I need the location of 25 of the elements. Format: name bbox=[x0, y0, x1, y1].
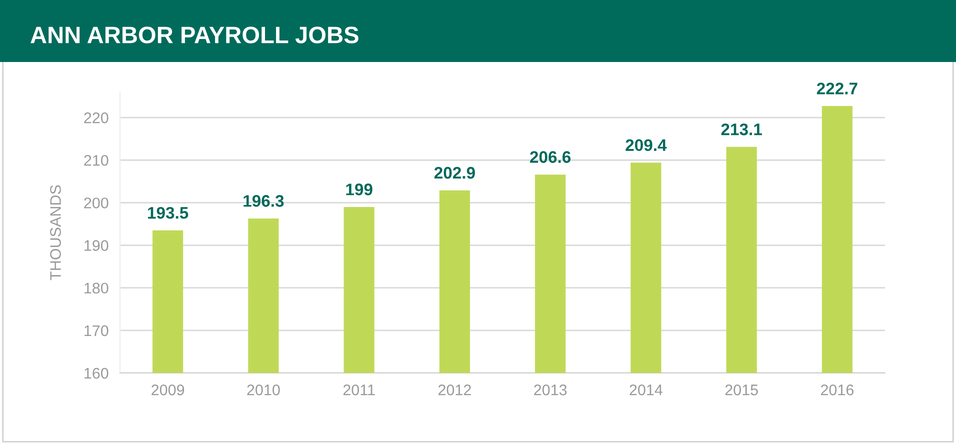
data-label: 196.3 bbox=[244, 195, 284, 207]
x-tick-label: 2011 bbox=[343, 384, 375, 396]
x-tick-label: 2014 bbox=[630, 384, 662, 396]
y-tick-label: 220 bbox=[84, 112, 108, 124]
data-label: 222.7 bbox=[816, 82, 858, 94]
data-label: 202.9 bbox=[434, 166, 475, 179]
x-tick-label: 2009 bbox=[152, 384, 184, 396]
data-label: 209.4 bbox=[626, 139, 667, 152]
x-tick-label: 2012 bbox=[438, 384, 471, 396]
y-tick-label: 160 bbox=[84, 368, 108, 379]
y-tick-label: 190 bbox=[84, 240, 108, 251]
y-tick-label: 180 bbox=[84, 282, 108, 294]
chart-title: ANN ARBOR PAYROLL JOBS bbox=[30, 26, 358, 44]
y-tick-label: 210 bbox=[84, 154, 108, 166]
y-tick-label: 170 bbox=[84, 325, 108, 336]
data-label: 199 bbox=[346, 184, 372, 196]
y-tick-label: 200 bbox=[84, 198, 108, 208]
y-axis-title: THOUSANDS bbox=[50, 185, 61, 280]
x-tick-label: 2013 bbox=[534, 384, 567, 396]
data-label: 193.5 bbox=[148, 206, 188, 219]
x-tick-label: 2010 bbox=[247, 384, 280, 396]
data-label: 206.6 bbox=[530, 151, 571, 163]
x-tick-label: 2015 bbox=[725, 384, 758, 396]
data-label: 213.1 bbox=[721, 123, 762, 136]
x-tick-label: 2016 bbox=[820, 384, 854, 396]
